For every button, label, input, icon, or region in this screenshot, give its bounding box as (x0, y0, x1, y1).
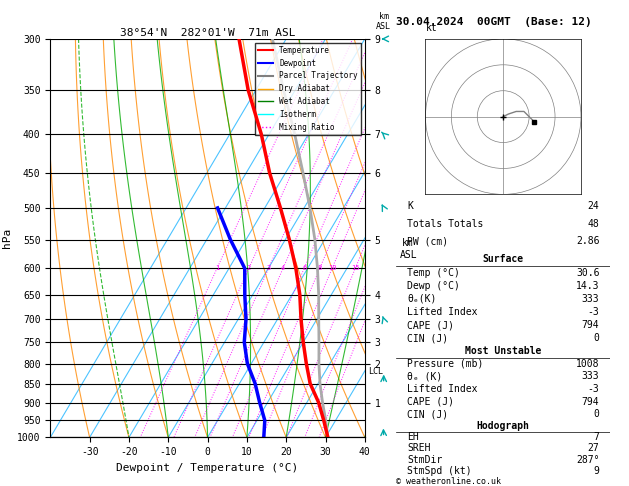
Text: θₑ(K): θₑ(K) (407, 294, 437, 304)
Text: 10: 10 (328, 265, 337, 271)
Title: 38°54'N  282°01'W  71m ASL: 38°54'N 282°01'W 71m ASL (120, 28, 296, 38)
Text: EH: EH (407, 432, 419, 442)
Text: 333: 333 (582, 371, 599, 382)
Text: Totals Totals: Totals Totals (407, 219, 483, 228)
Text: 1008: 1008 (576, 359, 599, 369)
Text: -3: -3 (587, 384, 599, 394)
Text: 8: 8 (318, 265, 322, 271)
Text: 0: 0 (594, 333, 599, 344)
Text: 14.3: 14.3 (576, 281, 599, 291)
Legend: Temperature, Dewpoint, Parcel Trajectory, Dry Adiabat, Wet Adiabat, Isotherm, Mi: Temperature, Dewpoint, Parcel Trajectory… (255, 43, 361, 135)
Text: 30.04.2024  00GMT  (Base: 12): 30.04.2024 00GMT (Base: 12) (396, 17, 592, 27)
Text: CIN (J): CIN (J) (407, 333, 448, 344)
Text: θₑ (K): θₑ (K) (407, 371, 442, 382)
Text: StmDir: StmDir (407, 454, 442, 465)
Text: 794: 794 (582, 397, 599, 407)
Y-axis label: km
ASL: km ASL (399, 238, 417, 260)
Text: 48: 48 (587, 219, 599, 228)
Text: 27: 27 (587, 443, 599, 453)
Text: 2.86: 2.86 (576, 236, 599, 246)
Text: © weatheronline.co.uk: © weatheronline.co.uk (396, 477, 501, 486)
Text: 333: 333 (582, 294, 599, 304)
Text: StmSpd (kt): StmSpd (kt) (407, 466, 472, 476)
Text: Hodograph: Hodograph (477, 421, 530, 431)
Text: Most Unstable: Most Unstable (465, 347, 542, 356)
Text: Lifted Index: Lifted Index (407, 307, 477, 317)
Text: Temp (°C): Temp (°C) (407, 267, 460, 278)
Y-axis label: hPa: hPa (1, 228, 11, 248)
Text: PW (cm): PW (cm) (407, 236, 448, 246)
Text: LCL: LCL (368, 367, 383, 376)
Text: Lifted Index: Lifted Index (407, 384, 477, 394)
Text: SREH: SREH (407, 443, 430, 453)
Text: 7: 7 (594, 432, 599, 442)
Text: km
ASL: km ASL (376, 12, 391, 31)
Text: 4: 4 (281, 265, 285, 271)
Text: 24: 24 (587, 201, 599, 211)
Text: 1: 1 (215, 265, 219, 271)
Text: 9: 9 (594, 466, 599, 476)
Text: Surface: Surface (482, 254, 524, 264)
Text: 30.6: 30.6 (576, 267, 599, 278)
Text: 0: 0 (594, 409, 599, 419)
Text: -3: -3 (587, 307, 599, 317)
Text: CIN (J): CIN (J) (407, 409, 448, 419)
Text: 3: 3 (267, 265, 270, 271)
Text: Pressure (mb): Pressure (mb) (407, 359, 483, 369)
Text: CAPE (J): CAPE (J) (407, 320, 454, 330)
Text: 287°: 287° (576, 454, 599, 465)
Text: Dewp (°C): Dewp (°C) (407, 281, 460, 291)
Text: 2: 2 (247, 265, 251, 271)
Text: 794: 794 (582, 320, 599, 330)
Text: K: K (407, 201, 413, 211)
Text: kt: kt (425, 22, 437, 33)
X-axis label: Dewpoint / Temperature (°C): Dewpoint / Temperature (°C) (116, 463, 299, 473)
Text: 6: 6 (302, 265, 306, 271)
Text: 15: 15 (351, 265, 360, 271)
Text: CAPE (J): CAPE (J) (407, 397, 454, 407)
